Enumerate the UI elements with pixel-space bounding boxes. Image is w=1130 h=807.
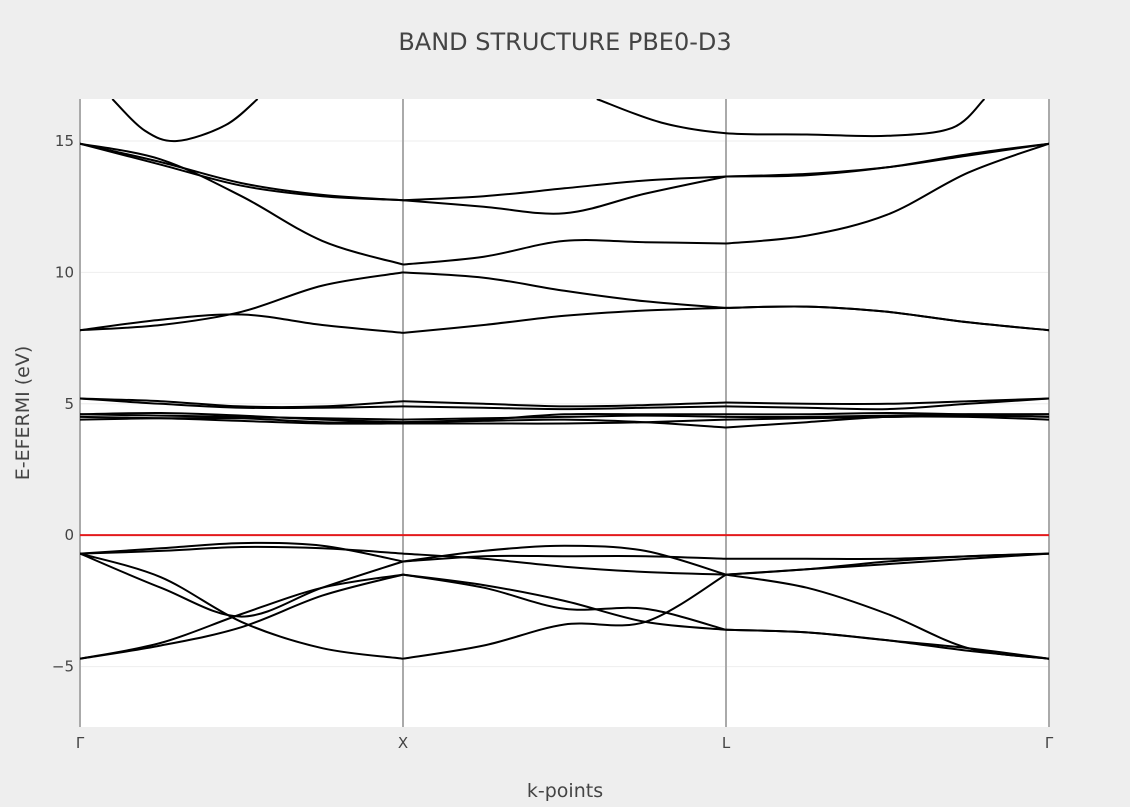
band-line (80, 415, 404, 425)
band-line (402, 175, 727, 215)
band-line (725, 142, 1049, 178)
band-line (725, 305, 1049, 332)
band-line (725, 628, 1049, 660)
band-line (725, 142, 1049, 245)
band-line (402, 412, 726, 424)
x-tick-label: X (398, 734, 408, 752)
band-line (80, 142, 404, 202)
y-tick-label: 10 (55, 263, 74, 281)
band-line (80, 397, 404, 410)
band-line (596, 99, 986, 138)
band-line (80, 573, 404, 660)
band-line (80, 271, 404, 332)
y-tick-label: 0 (64, 526, 74, 544)
y-tick-label: −5 (52, 658, 74, 676)
band-line (80, 142, 404, 266)
band-line (80, 552, 404, 618)
band-line (80, 411, 404, 424)
band-line (80, 545, 404, 555)
band-line (725, 552, 1049, 576)
x-tick-label: Γ (1045, 734, 1054, 752)
band-line (402, 573, 727, 631)
band-line (402, 306, 727, 334)
band-line (80, 313, 404, 334)
x-tick-label: Γ (76, 734, 85, 752)
band-line (402, 552, 727, 576)
chart-title: BAND STRUCTURE PBE0-D3 (398, 28, 731, 56)
band-line (402, 271, 727, 309)
y-tick-label: 5 (64, 395, 74, 413)
x-tick-label: L (722, 734, 731, 752)
band-line (402, 175, 727, 202)
y-axis-title: E-EFERMI (eV) (12, 346, 34, 481)
band-line (403, 418, 727, 425)
band-line (111, 99, 259, 143)
band-line (80, 413, 404, 421)
kpath-separators (79, 99, 1050, 727)
band-line (725, 412, 1049, 416)
band-line (402, 573, 727, 631)
band-line (402, 400, 727, 408)
y-tick-labels: −5 0 5 10 15 (52, 132, 74, 676)
bands (80, 99, 1049, 660)
band-line (402, 239, 727, 266)
band-line (402, 405, 727, 411)
band-line (725, 397, 1049, 406)
x-axis-title: k-points (527, 780, 603, 802)
band-line (402, 573, 727, 660)
band-line (80, 552, 404, 660)
band-line (725, 573, 1049, 660)
band-line (80, 397, 404, 409)
band-line (402, 414, 727, 421)
y-tick-label: 15 (55, 132, 74, 150)
band-line (725, 414, 1049, 421)
band-line (80, 573, 404, 660)
band-line (725, 397, 1049, 411)
